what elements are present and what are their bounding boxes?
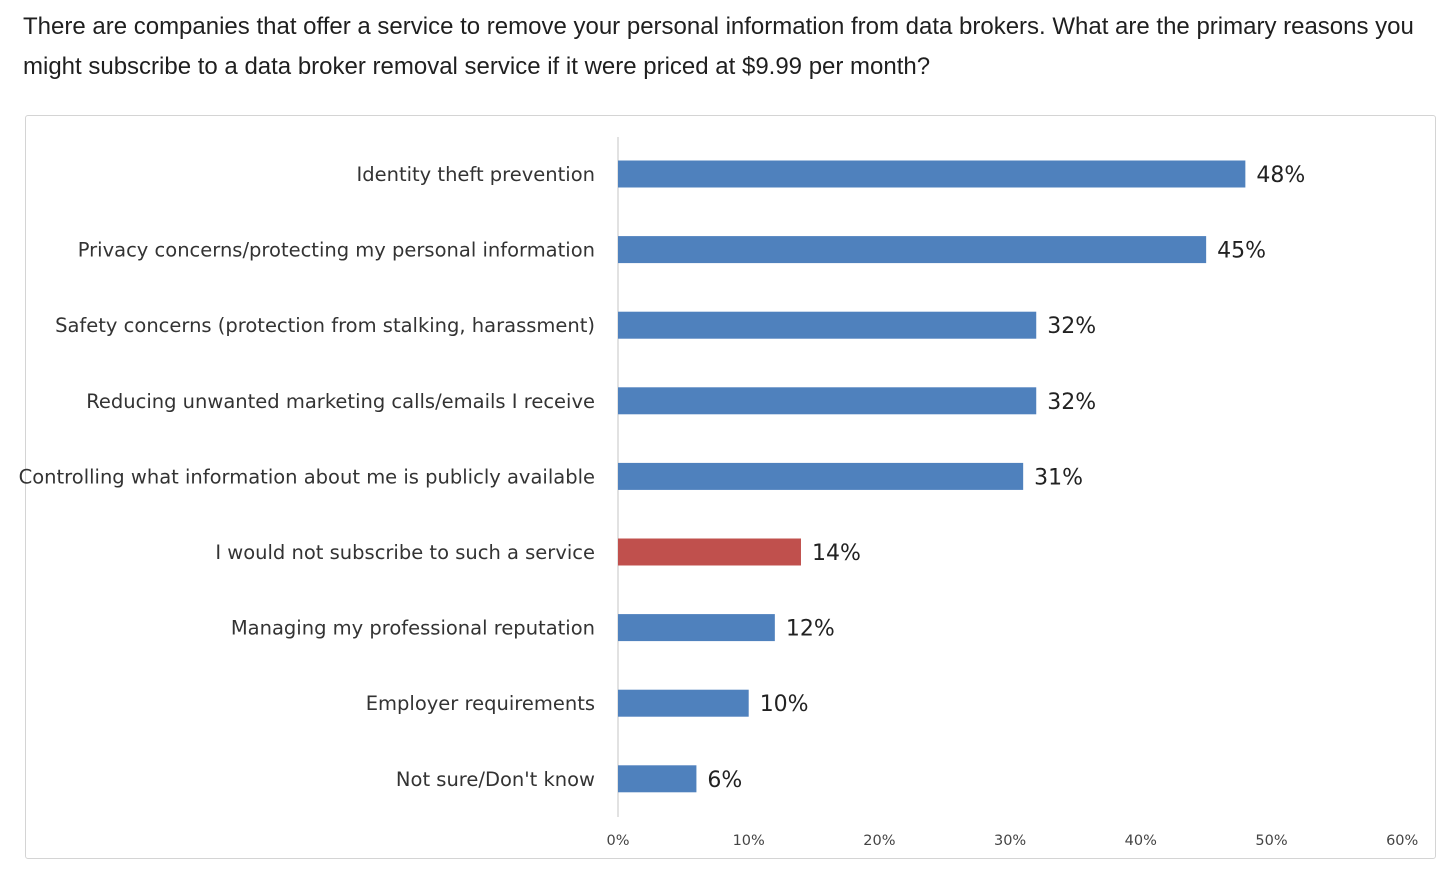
data-label: 32% xyxy=(1047,390,1096,415)
bar xyxy=(618,387,1037,415)
bar xyxy=(618,538,801,566)
category-label: Not sure/Don't know xyxy=(396,768,595,791)
data-label: 48% xyxy=(1256,163,1305,188)
data-label: 12% xyxy=(786,617,835,642)
x-tick-label: 20% xyxy=(863,833,895,849)
data-label: 32% xyxy=(1047,314,1096,339)
category-label: Managing my professional reputation xyxy=(231,617,595,640)
bar xyxy=(618,160,1246,188)
x-tick-label: 30% xyxy=(994,833,1026,849)
data-label: 14% xyxy=(812,541,861,566)
x-tick-label: 60% xyxy=(1386,833,1418,849)
category-label: Employer requirements xyxy=(366,692,595,715)
category-label: Privacy concerns/protecting my personal … xyxy=(78,239,595,262)
data-label: 31% xyxy=(1034,465,1083,490)
question-text: There are companies that offer a service… xyxy=(23,13,1414,80)
category-label: Reducing unwanted marketing calls/emails… xyxy=(86,390,595,413)
category-label: I would not subscribe to such a service xyxy=(215,541,595,564)
bar xyxy=(618,236,1207,264)
bar xyxy=(618,462,1024,490)
bar xyxy=(618,765,697,793)
bar xyxy=(618,689,749,717)
x-tick-label: 50% xyxy=(1255,833,1287,849)
bar xyxy=(618,614,775,642)
data-label: 6% xyxy=(707,768,742,793)
category-label: Controlling what information about me is… xyxy=(19,465,595,488)
data-label: 45% xyxy=(1217,239,1266,264)
bar xyxy=(618,311,1037,339)
data-label: 10% xyxy=(760,692,809,717)
x-tick-label: 0% xyxy=(606,833,629,849)
category-label: Identity theft prevention xyxy=(356,163,595,186)
x-tick-label: 40% xyxy=(1125,833,1157,849)
category-label: Safety concerns (protection from stalkin… xyxy=(55,314,595,337)
x-tick-label: 10% xyxy=(733,833,765,849)
